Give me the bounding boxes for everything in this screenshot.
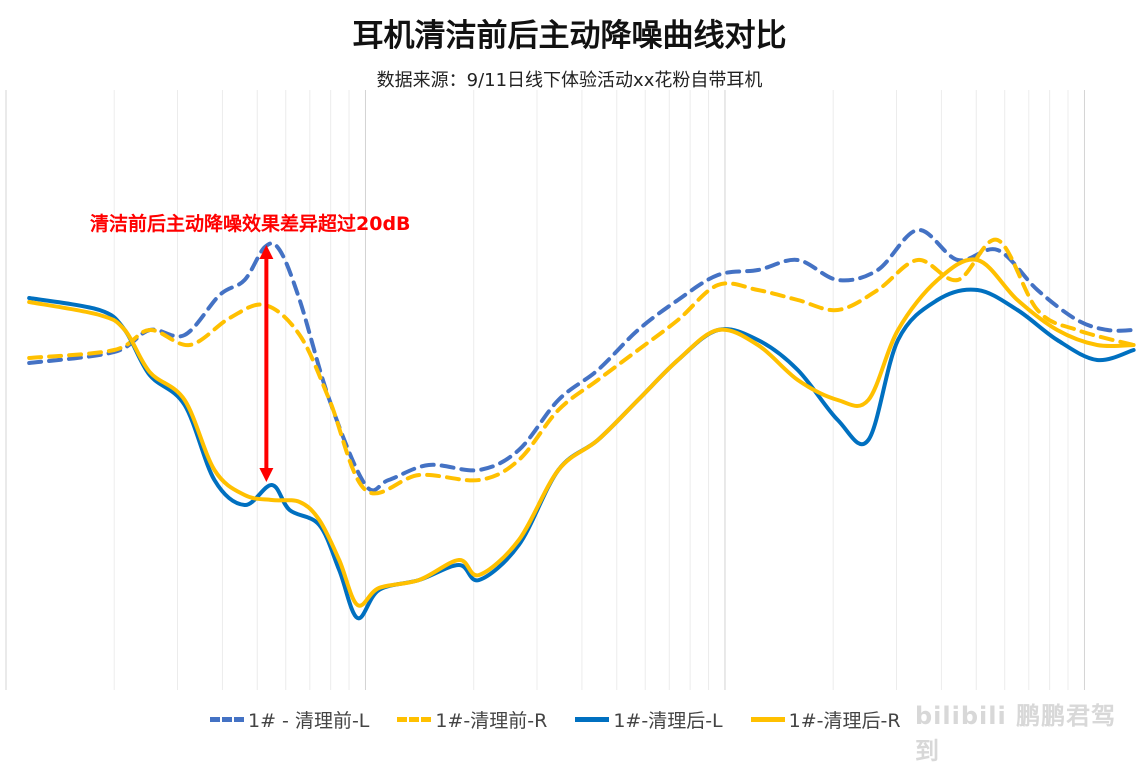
annotation: 清洁前后主动降噪效果差异超过20dB — [90, 212, 411, 482]
legend-label: 1#-清理后-L — [613, 710, 723, 732]
series-line-1 — [27, 228, 1136, 493]
legend-item: 1#-清理前-R — [397, 706, 547, 733]
legend-label: 1# - 清理前-L — [248, 710, 370, 732]
series-line-2 — [27, 237, 1136, 496]
annotation-text: 清洁前后主动降噪效果差异超过20dB — [90, 212, 411, 235]
watermark: bilibili 鹏鹏君驾到 — [915, 702, 1117, 765]
legend-swatch — [210, 717, 244, 722]
legend-label: 1#-清理后-R — [788, 710, 901, 732]
legend-swatch — [397, 717, 432, 722]
chart-subtitle: 数据来源：9/11日线下体验活动xx花粉自带耳机 — [376, 70, 763, 91]
legend-label: 1#-清理前-R — [435, 710, 548, 732]
series-line-3 — [27, 287, 1136, 621]
series-line-4 — [27, 257, 1136, 608]
series-lines — [27, 228, 1136, 621]
chart-title: 耳机清洁前后主动降噪曲线对比 — [352, 18, 787, 54]
legend-swatch — [575, 717, 610, 722]
legend-item: 1# - 清理前-L — [210, 706, 369, 733]
legend-item: 1#-清理后-L — [575, 706, 723, 733]
chart-plot: 清洁前后主动降噪效果差异超过20dB — [5, 90, 1136, 690]
legend: 1# - 清理前-L 1#-清理前-R 1#-清理后-L 1#-清理后-R — [210, 706, 901, 733]
legend-item: 1#-清理后-R — [750, 706, 901, 733]
arrow-head-up — [259, 245, 274, 259]
arrow-head-down — [259, 468, 274, 482]
legend-swatch — [750, 717, 785, 722]
